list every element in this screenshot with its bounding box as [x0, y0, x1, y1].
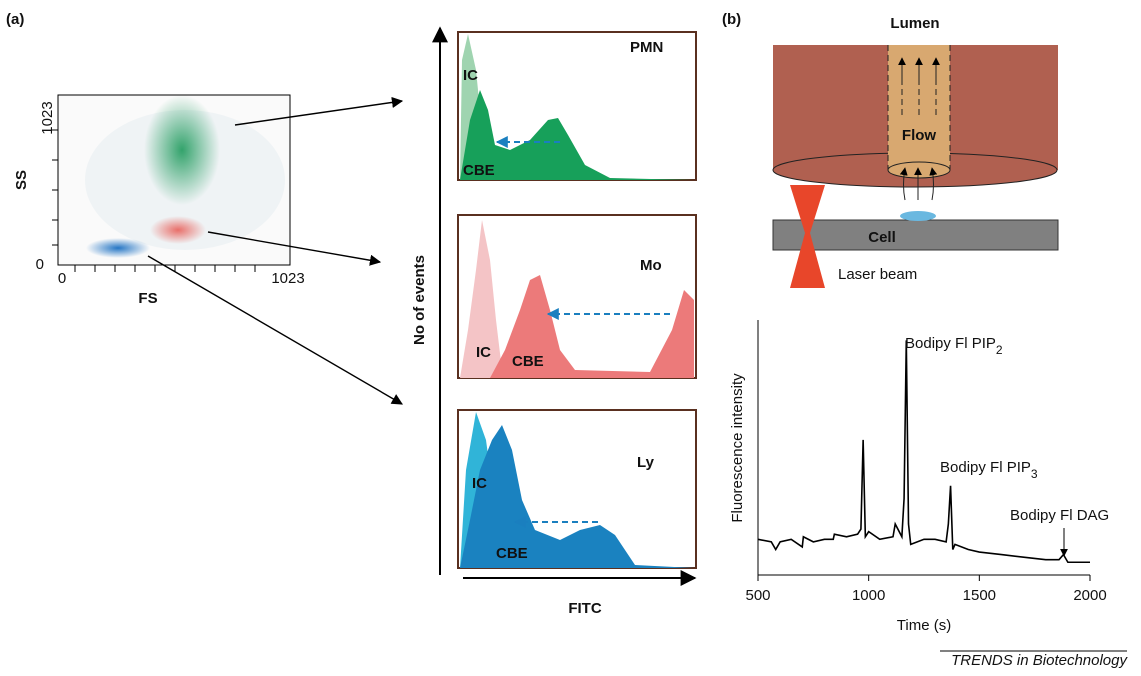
histogram-label: CBE — [496, 545, 528, 562]
ly-cloud — [86, 238, 150, 258]
histogram: Ly IC CBE — [457, 409, 697, 569]
x-axis-label: FITC — [568, 600, 601, 617]
laser-label: Laser beam — [838, 266, 917, 283]
x-tick-label: 2000 — [1073, 587, 1106, 604]
histogram-label: IC — [463, 67, 478, 84]
mo-cloud — [150, 216, 206, 244]
histogram-label: CBE — [512, 353, 544, 370]
annotation-subscript: 2 — [996, 343, 1003, 357]
x-tick-label: 1000 — [852, 587, 885, 604]
x-tick-label: 1500 — [963, 587, 996, 604]
histogram-title: PMN — [630, 39, 663, 56]
annotation-text: Bodipy Fl PIP — [940, 459, 1031, 476]
annotation-subscript: 3 — [1031, 467, 1038, 481]
annotation: Bodipy Fl DAG — [1010, 507, 1109, 524]
pmn-cloud — [144, 95, 220, 205]
pointer-arrows — [147, 26, 697, 586]
histogram-label: IC — [472, 475, 487, 492]
x-tick-label: 500 — [745, 587, 770, 604]
panel-label: (a) — [6, 11, 24, 28]
y-tick-label: 0 — [36, 256, 44, 273]
x-axis-label: Time (s) — [897, 617, 951, 634]
scatter-ticks — [52, 129, 256, 272]
x-tick-label: 0 — [58, 270, 66, 287]
cell-label: Cell — [868, 229, 896, 246]
histogram-title: Mo — [640, 257, 662, 274]
footer: TRENDS in Biotechnology — [951, 652, 1128, 669]
y-axis-label: Fluorescence intensity — [729, 373, 746, 523]
histogram-label: IC — [476, 344, 491, 361]
lumen-label: Lumen — [890, 15, 939, 32]
y-axis-label: No of events — [411, 255, 428, 345]
annotation: Bodipy Fl PIP3 — [940, 459, 1038, 481]
annotation: Bodipy Fl PIP2 — [905, 335, 1003, 357]
x-tick-label: 1023 — [271, 270, 304, 287]
histogram: Mo IC CBE — [457, 214, 697, 379]
capillary — [772, 45, 1059, 288]
y-axis-label: SS — [13, 170, 30, 190]
annotation-text: Bodipy Fl PIP — [905, 335, 996, 352]
annotation-text: Bodipy Fl DAG — [1010, 507, 1109, 524]
histogram-label: CBE — [463, 162, 495, 179]
histogram-title: Ly — [637, 454, 655, 471]
panel-label: (b) — [722, 11, 741, 28]
y-tick-label: 1023 — [39, 101, 56, 134]
histogram: PMN IC CBE — [457, 31, 697, 181]
flow-label: Flow — [902, 127, 936, 144]
trace — [757, 340, 1090, 564]
x-axis-label: FS — [138, 290, 157, 307]
